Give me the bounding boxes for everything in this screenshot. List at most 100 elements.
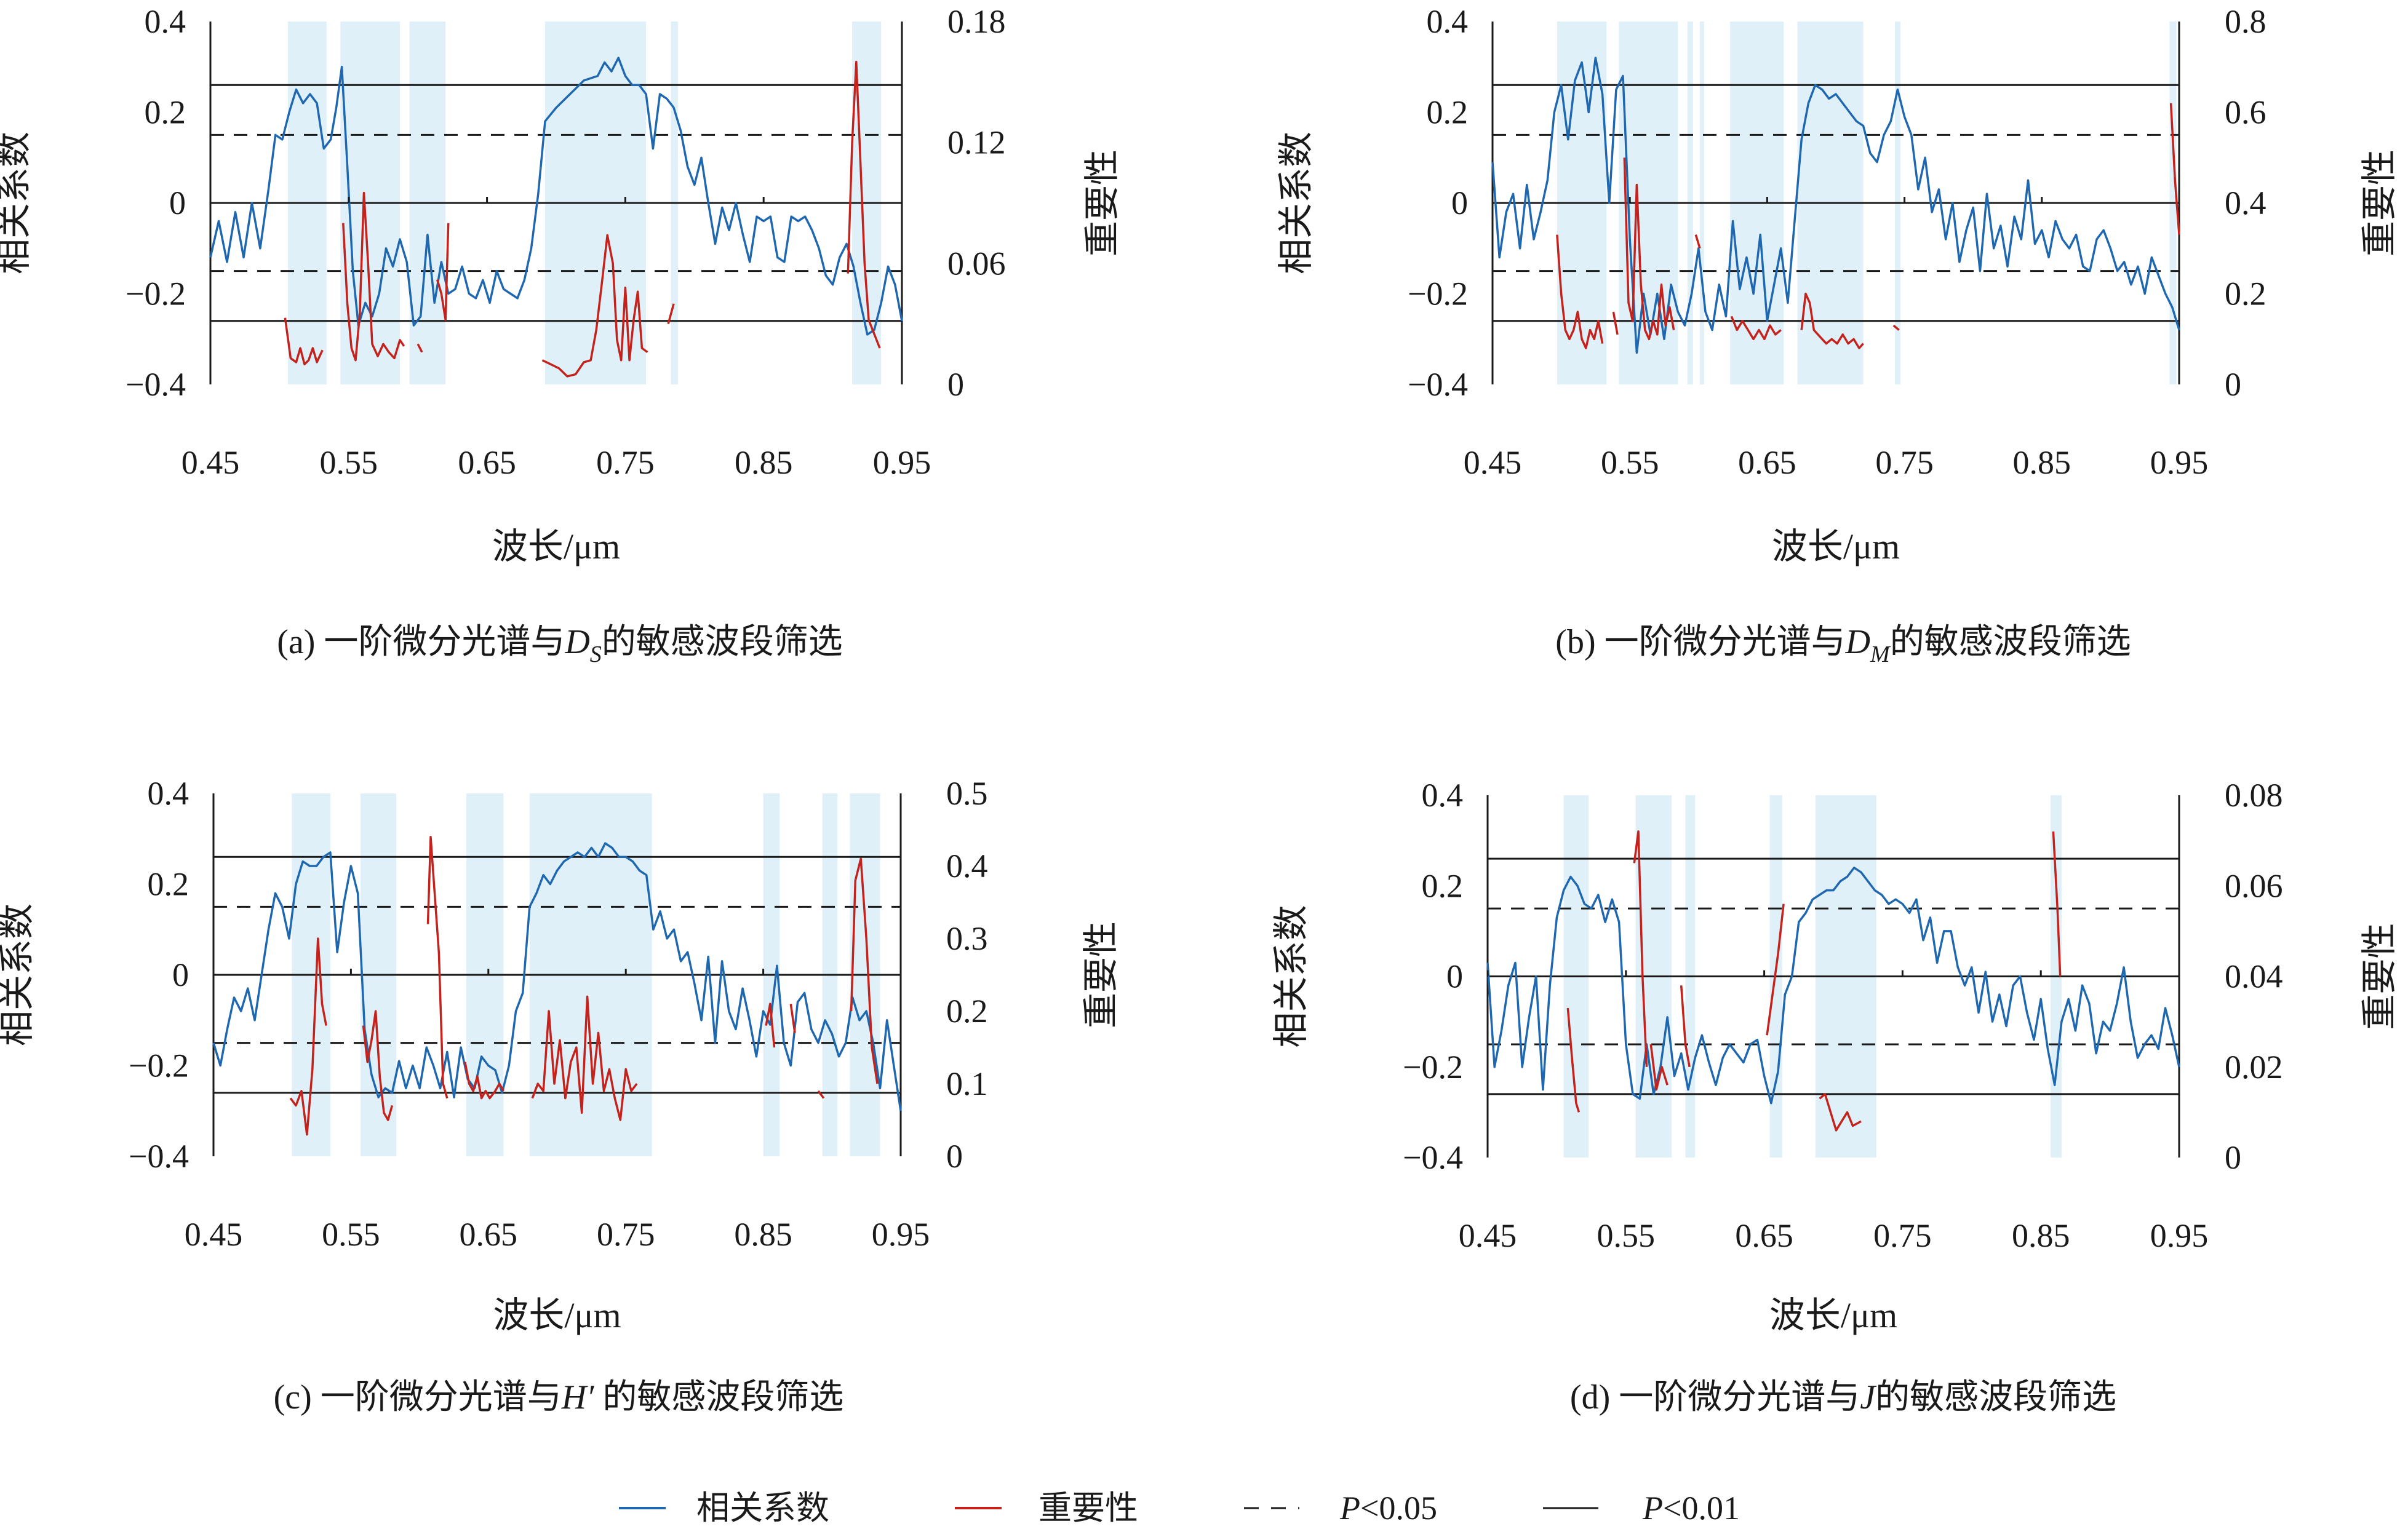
panel-d-imp-line-5 [1819, 1093, 1862, 1132]
panel-d-y-axis-label: 相关系数 [1271, 905, 1311, 1047]
panel-c-x-tick-label-2: 0.65 [460, 1216, 518, 1253]
panel-a-imp-line-3 [436, 223, 450, 321]
panel-c-imp-line-5 [765, 1003, 776, 1048]
panel-b-imp-line-6 [1892, 324, 1900, 331]
panel-b-y-tick-label-4: −0.4 [1408, 366, 1468, 403]
panel-c-x-axis-label: 波长/μm [493, 1295, 621, 1335]
panel-d-y-tick-label-2: 0 [1446, 958, 1463, 995]
panel-d-x-tick-label-1: 0.55 [1597, 1217, 1656, 1254]
panel-c-y-tick-label-4: −0.4 [129, 1138, 189, 1175]
panel-b-x-tick-label-1: 0.55 [1601, 444, 1659, 481]
panel-a-x-tick-label-4: 0.85 [735, 444, 793, 481]
panel-a-y2-tick-label-0: 0.18 [947, 3, 1006, 40]
panel-d-x-tick-label-4: 0.85 [2012, 1217, 2070, 1254]
legend-imp-label: 重要性 [1039, 1490, 1138, 1527]
panel-d-y2-tick-label-4: 0 [2225, 1139, 2241, 1176]
panel-d-corr-line-0 [1486, 867, 2180, 1105]
panel-d-x-axis-label: 波长/μm [1769, 1295, 1897, 1335]
panel-c-imp-line-3 [464, 1062, 504, 1100]
panel-a-x-axis-label: 波长/μm [492, 526, 620, 566]
panel-c-x-tick-label-5: 0.95 [872, 1216, 930, 1253]
panel-a-imp-line-2 [417, 343, 423, 353]
panel-b-imp-line-0 [1556, 234, 1604, 349]
panel-c-y2-tick-label-2: 0.3 [946, 920, 988, 957]
panel-c-imp-line-0 [289, 937, 327, 1136]
panel-d-y-tick-label-1: 0.2 [1422, 867, 1464, 904]
panel-d-y2-tick-label-1: 0.06 [2225, 867, 2283, 904]
panel-a-x-tick-label-3: 0.75 [596, 444, 655, 481]
panel-d: 0.45 0.55 0.65 0.75 0.85 0.95 0.4 0.2 0 −0.2 −0.4 0… [1271, 777, 2399, 1416]
panel-d-imp-line-4 [1766, 903, 1785, 1036]
panel-c-y-tick-label-1: 0.2 [148, 866, 189, 903]
panel-a-y-tick-label-4: −0.4 [126, 366, 186, 403]
panel-c-y-tick-label-3: −0.2 [129, 1047, 189, 1084]
panel-c-x-tick-label-4: 0.85 [734, 1216, 792, 1253]
panel-b-imp-line-4 [1730, 316, 1782, 341]
panel-d-y2-tick-label-3: 0.02 [2225, 1049, 2283, 1086]
panel-d-imp-line-3 [1680, 985, 1691, 1068]
panel-c-y2-tick-label-0: 0.5 [946, 775, 988, 812]
panel-c-x-tick-label-0: 0.45 [185, 1216, 243, 1253]
panel-d-imp-line-6 [2052, 831, 2062, 977]
panel-b-corr-line-0 [1491, 57, 2180, 354]
panel-b-imp-line-1 [1612, 311, 1619, 335]
panel-d-x-tick-label-0: 0.45 [1459, 1217, 1517, 1254]
panel-c-y-tick-label-0: 0.4 [148, 775, 189, 812]
panel-c-y2-tick-label-4: 0.1 [946, 1065, 988, 1102]
panel-a-x-tick-label-1: 0.55 [320, 444, 378, 481]
panel-a-y-tick-label-3: −0.2 [126, 276, 186, 312]
panel-b-y-axis-label: 相关系数 [1276, 132, 1316, 274]
panel-a-y2-axis-label: 重要性 [1082, 149, 1122, 256]
panel-a-x-tick-label-2: 0.65 [458, 444, 516, 481]
panel-d-y-tick-label-3: −0.2 [1403, 1049, 1463, 1086]
panel-c-y2-axis-label: 重要性 [1081, 921, 1121, 1028]
panel-d-y-tick-label-0: 0.4 [1422, 777, 1464, 814]
panel-a-imp-line-1 [342, 191, 405, 362]
panel-b-y2-tick-label-3: 0.2 [2225, 276, 2266, 312]
panel-c: 0.45 0.55 0.65 0.75 0.85 0.95 0.4 0.2 0 −0.2 −0.4 0… [0, 775, 1121, 1416]
panel-a-y2-tick-label-1: 0.12 [947, 124, 1006, 161]
panel-c-imp-line-7 [817, 1090, 825, 1099]
panel-c-y2-tick-label-3: 0.2 [946, 993, 988, 1030]
panel-a-y-tick-label-0: 0.4 [145, 3, 186, 40]
panel-b-caption: (b) 一阶微分光谱与DM的敏感波段筛选 [1555, 623, 2131, 667]
panel-b-x-tick-label-3: 0.75 [1875, 444, 1934, 481]
panel-b-y2-tick-label-2: 0.4 [2225, 185, 2266, 221]
panel-b-x-tick-label-5: 0.95 [2150, 444, 2209, 481]
panel-c-x-tick-label-3: 0.75 [597, 1216, 655, 1253]
panel-d-y2-tick-label-2: 0.04 [2225, 958, 2283, 995]
panel-b-y-tick-label-2: 0 [1451, 185, 1468, 221]
panel-a-imp-line-5 [667, 303, 675, 325]
panel-b-x-tick-label-0: 0.45 [1464, 444, 1522, 481]
panel-b-y2-axis-label: 重要性 [2359, 149, 2399, 256]
panel-b-y2-tick-label-0: 0.8 [2225, 3, 2266, 40]
panel-c-imp-line-1 [362, 1010, 394, 1121]
panel-d-imp-line-2 [1649, 1044, 1668, 1091]
panel-b-y2-tick-label-4: 0 [2225, 366, 2241, 403]
panel-a-corr-line-0 [209, 57, 903, 336]
panel-c-y-tick-label-2: 0 [172, 956, 189, 993]
panel-d-x-tick-label-5: 0.95 [2150, 1217, 2209, 1254]
panel-a-imp-line-0 [284, 317, 324, 365]
panel-a-imp-line-4 [541, 234, 648, 378]
panel-a-imp-line-6 [847, 60, 881, 349]
panel-c-imp-line-2 [426, 836, 449, 1099]
legend: 相关系数 重要性 P<0.05 P<0.01 [619, 1490, 1740, 1527]
panel-b-imp-line-5 [1800, 292, 1864, 349]
panel-c-corr-line-0 [212, 842, 902, 1111]
panel-a-x-tick-label-5: 0.95 [873, 444, 931, 481]
panel-d-x-tick-label-3: 0.75 [1873, 1217, 1932, 1254]
panel-a: 0.45 0.55 0.65 0.75 0.85 0.95 0.4 0.2 0 −0.2 −0.4 0… [0, 3, 1122, 667]
panel-b-imp-line-2 [1623, 157, 1675, 341]
panel-b-y-tick-label-0: 0.4 [1427, 3, 1469, 40]
panel-c-y-axis-label: 相关系数 [0, 903, 37, 1046]
panel-d-imp-line-1 [1633, 830, 1648, 1067]
panel-d-caption: (d) 一阶微分光谱与J的敏感波段筛选 [1570, 1378, 2116, 1416]
panel-b-y-tick-label-3: −0.2 [1408, 276, 1468, 312]
panel-d-y2-tick-label-0: 0.08 [2225, 777, 2283, 814]
panel-b-y-tick-label-1: 0.2 [1427, 94, 1469, 131]
panel-a-y-tick-label-1: 0.2 [145, 94, 186, 131]
panel-c-imp-line-4 [531, 995, 638, 1121]
panel-d-y2-axis-label: 重要性 [2359, 923, 2399, 1030]
